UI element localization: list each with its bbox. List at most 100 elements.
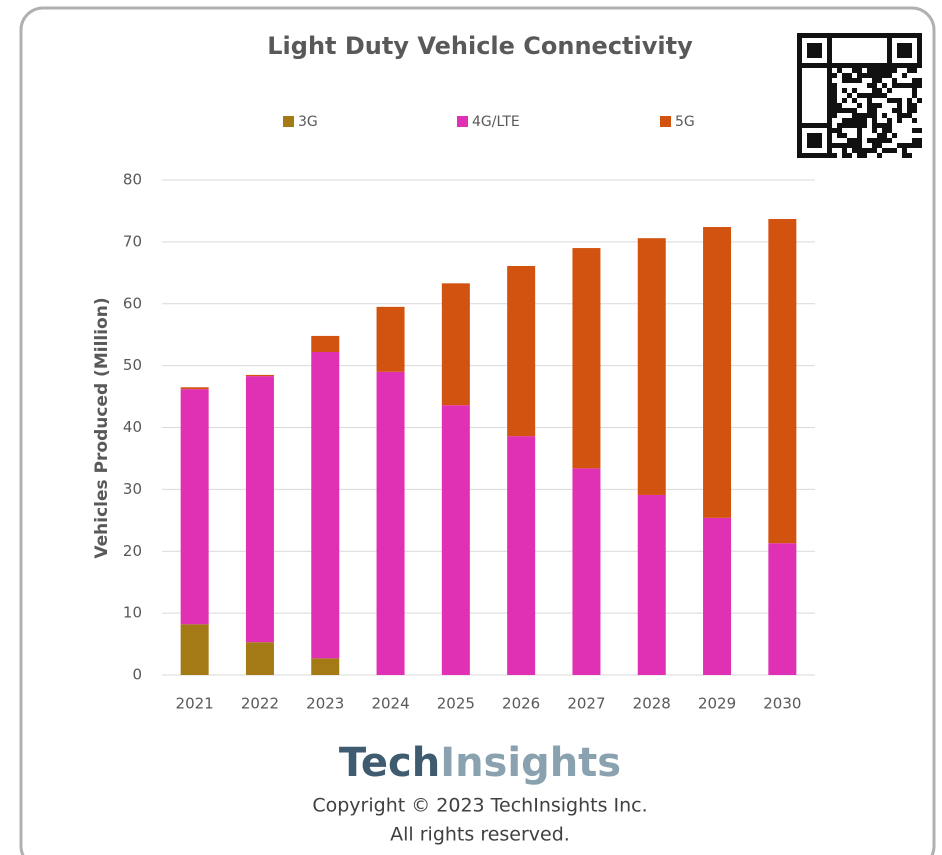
qr-cell: [857, 123, 862, 128]
qr-cell: [827, 98, 832, 103]
qr-cell: [852, 88, 857, 93]
qr-cell: [837, 68, 842, 73]
x-tick-label: 2022: [241, 695, 279, 713]
qr-cell: [807, 143, 812, 148]
qr-cell: [907, 63, 912, 68]
qr-cell: [842, 153, 847, 158]
qr-cell: [907, 153, 912, 158]
qr-cell: [817, 138, 822, 143]
y-tick-label: 80: [123, 171, 142, 189]
qr-cell: [907, 143, 912, 148]
bar: [507, 436, 536, 675]
qr-cell: [797, 118, 802, 123]
qr-cell: [917, 128, 922, 133]
qr-cell: [857, 153, 862, 158]
chart-title: Light Duty Vehicle Connectivity: [267, 32, 693, 60]
bar: [245, 374, 274, 377]
logo-bold: Tech: [339, 740, 440, 786]
qr-cell: [852, 138, 857, 143]
qr-cell: [872, 123, 877, 128]
qr-cell: [807, 43, 812, 48]
qr-cell: [847, 138, 852, 143]
qr-cell: [827, 148, 832, 153]
qr-cell: [917, 53, 922, 58]
qr-cell: [857, 73, 862, 78]
qr-cell: [877, 63, 882, 68]
qr-cell: [882, 33, 887, 38]
qr-cell: [877, 138, 882, 143]
qr-cell: [862, 123, 867, 128]
qr-cell: [917, 138, 922, 143]
qr-cell: [847, 78, 852, 83]
qr-cell: [852, 123, 857, 128]
qr-cell: [842, 148, 847, 153]
qr-cell: [872, 138, 877, 143]
qr-cell: [822, 33, 827, 38]
bar: [703, 517, 732, 675]
qr-cell: [852, 63, 857, 68]
qr-cell: [797, 113, 802, 118]
legend-swatch: [660, 116, 671, 127]
x-tick-label: 2025: [437, 695, 475, 713]
qr-cell: [892, 83, 897, 88]
qr-cell: [842, 143, 847, 148]
qr-cell: [852, 78, 857, 83]
qr-cell: [912, 93, 917, 98]
qr-cell: [872, 148, 877, 153]
qr-cell: [897, 118, 902, 123]
qr-cell: [812, 33, 817, 38]
qr-cell: [842, 123, 847, 128]
qr-cell: [902, 63, 907, 68]
qr-cell: [797, 43, 802, 48]
qr-cell: [897, 113, 902, 118]
qr-cell: [877, 123, 882, 128]
qr-cell: [807, 48, 812, 53]
qr-cell: [907, 68, 912, 73]
qr-cell: [842, 108, 847, 113]
qr-cell: [827, 88, 832, 93]
y-tick-label: 60: [123, 294, 142, 312]
bar: [245, 642, 274, 675]
x-tick-label: 2023: [306, 695, 344, 713]
qr-cell: [832, 98, 837, 103]
qr-cell: [797, 73, 802, 78]
qr-cell: [812, 138, 817, 143]
bar: [311, 658, 340, 675]
qr-cell: [857, 118, 862, 123]
qr-cell: [897, 108, 902, 113]
qr-cell: [897, 63, 902, 68]
qr-cell: [812, 48, 817, 53]
qr-cell: [897, 103, 902, 108]
qr-cell: [872, 78, 877, 83]
qr-cell: [872, 113, 877, 118]
qr-cell: [847, 93, 852, 98]
bar: [768, 543, 797, 675]
qr-cell: [867, 98, 872, 103]
qr-cell: [897, 143, 902, 148]
legend-label: 5G: [675, 114, 695, 130]
bar: [376, 306, 405, 372]
qr-cell: [882, 73, 887, 78]
qr-cell: [887, 118, 892, 123]
qr-cell: [912, 68, 917, 73]
qr-cell: [827, 113, 832, 118]
qr-cell: [837, 128, 842, 133]
qr-cell: [797, 108, 802, 113]
qr-cell: [797, 148, 802, 153]
qr-cell: [877, 33, 882, 38]
qr-cell: [797, 143, 802, 148]
qr-cell: [817, 48, 822, 53]
qr-cell: [797, 33, 802, 38]
bar: [768, 218, 797, 544]
qr-cell: [857, 128, 862, 133]
qr-cell: [832, 143, 837, 148]
bar: [572, 248, 601, 469]
qr-cell: [832, 88, 837, 93]
qr-cell: [917, 98, 922, 103]
qr-cell: [882, 83, 887, 88]
qr-cell: [872, 68, 877, 73]
qr-cell: [807, 63, 812, 68]
qr-cell: [892, 108, 897, 113]
qr-cell: [817, 143, 822, 148]
